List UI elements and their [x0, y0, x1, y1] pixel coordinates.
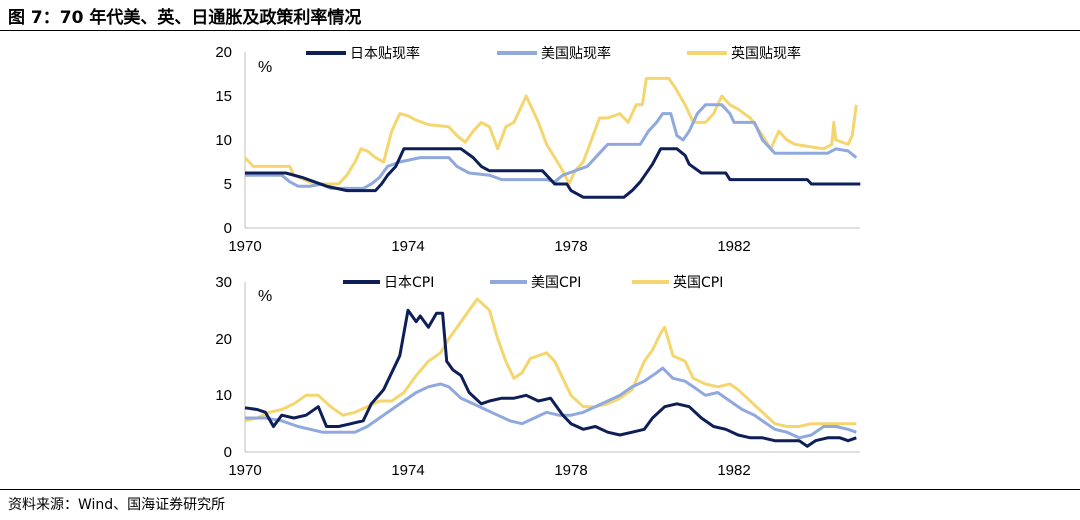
cpi-chart: % 0 10 20 30 1970 1974 1978 1982 日本CPI 美…: [215, 274, 860, 479]
series-line-uk: [244, 297, 857, 428]
figure-canvas: % 0 5 10 15 20 1970 1974 1978 1982 日本贴现率…: [215, 44, 861, 479]
y-tick-label: 5: [224, 176, 232, 193]
legend-label: 英国贴现率: [731, 45, 801, 62]
bottom-rule: [0, 489, 1080, 490]
y-tick-label: 20: [215, 331, 232, 348]
legend: 日本CPI 美国CPI 英国CPI: [343, 274, 723, 291]
y-unit-label: %: [258, 288, 272, 305]
series-line-uk: [243, 76, 858, 186]
x-tick-label: 1978: [554, 238, 587, 255]
y-tick-labels: 0 5 10 15 20: [215, 44, 232, 237]
legend-label: 英国CPI: [673, 274, 723, 291]
x-tick-labels: 1970 1974 1978 1982: [228, 238, 750, 255]
legend-label: 美国CPI: [531, 275, 581, 291]
x-tick-label: 1982: [717, 238, 750, 255]
series-layer: [243, 76, 861, 199]
series-line-us: [245, 366, 857, 440]
y-tick-label: 15: [215, 88, 232, 105]
legend-label: 日本贴现率: [350, 45, 420, 62]
series-line-us: [245, 103, 858, 190]
series-line-japan: [245, 147, 861, 199]
source-note: 资料来源：Wind、国海证券研究所: [8, 497, 226, 513]
y-tick-label: 0: [224, 444, 232, 461]
y-tick-label: 30: [215, 274, 232, 291]
x-tick-label: 1974: [391, 238, 424, 255]
series-line-japan: [244, 308, 857, 448]
top-rule: [0, 30, 1080, 31]
y-tick-label: 20: [215, 44, 232, 61]
legend-label: 美国贴现率: [541, 45, 611, 62]
figure-title: 图 7：70 年代美、英、日通胀及政策利率情况: [8, 8, 362, 28]
policy-rate-chart: % 0 5 10 15 20 1970 1974 1978 1982 日本贴现率…: [215, 44, 861, 255]
y-tick-label: 0: [224, 220, 232, 237]
series-layer: [244, 297, 857, 448]
x-tick-label: 1970: [228, 462, 261, 479]
y-tick-label: 10: [215, 132, 232, 149]
legend-label: 日本CPI: [384, 275, 434, 291]
x-tick-label: 1970: [228, 238, 261, 255]
x-tick-label: 1974: [391, 462, 424, 479]
y-unit-label: %: [258, 59, 272, 76]
legend: 日本贴现率 美国贴现率 英国贴现率: [306, 45, 801, 62]
y-tick-label: 10: [215, 387, 232, 404]
x-tick-label: 1978: [554, 462, 587, 479]
x-tick-labels: 1970 1974 1978 1982: [228, 462, 750, 479]
x-tick-label: 1982: [717, 462, 750, 479]
y-tick-labels: 0 10 20 30: [215, 274, 232, 461]
